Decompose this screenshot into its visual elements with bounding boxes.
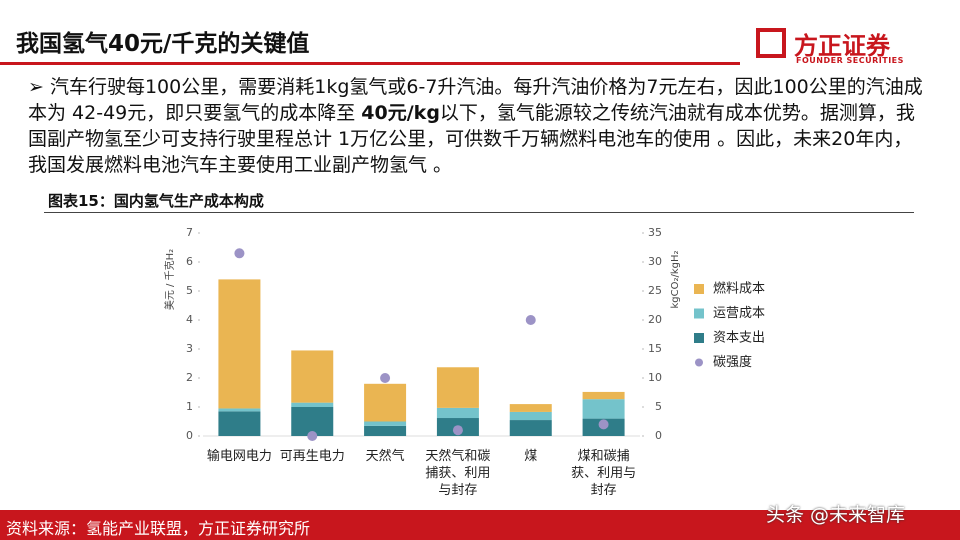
bar-segment xyxy=(509,411,552,421)
watermark: 头条 @未来智库 xyxy=(766,504,906,526)
slide-title: 我国氢气40元/千克的关键值 xyxy=(16,31,310,57)
body-text: ➢ 汽车行驶每100公里，需要消耗1kg氢气或6-7升汽油。每升汽油价格为7元左… xyxy=(28,74,928,178)
bar-segment xyxy=(509,404,552,412)
y2-axis-title: kgCO₂/kgH₂ xyxy=(670,250,681,308)
source-note: 资料来源：氢能产业联盟，方正证券研究所 xyxy=(6,519,311,538)
y2-tick-label: 25 xyxy=(648,284,662,297)
bar-segment xyxy=(582,391,625,400)
y-tick-label: 3 xyxy=(186,342,193,355)
y-tick-label: 0 xyxy=(186,429,193,442)
figure-rule xyxy=(44,212,914,213)
bar-segment xyxy=(218,408,261,412)
figure-label: 图表15：国内氢气生产成本构成 xyxy=(48,192,264,210)
x-tick-label: 天然气和碳捕获、利用与封存 xyxy=(425,449,491,498)
title-rule xyxy=(0,62,740,65)
y-axis-title: 美元 / 千克H₂ xyxy=(163,249,176,310)
carbon-point xyxy=(452,425,463,436)
y-tick-label: 4 xyxy=(186,313,193,326)
carbon-point xyxy=(234,248,245,259)
carbon-point xyxy=(525,315,536,325)
x-tick-label: 天然气 xyxy=(365,449,405,464)
x-tick-label: 可再生电力 xyxy=(279,449,345,464)
x-tick-label: 煤和碳捕获、利用与封存 xyxy=(571,449,637,498)
legend-swatch xyxy=(694,333,704,343)
bar-segment xyxy=(218,411,261,436)
body-bold: 40元/kg xyxy=(361,102,440,124)
legend-label: 资本支出 xyxy=(713,331,765,346)
y2-tick-label: 35 xyxy=(648,226,662,239)
bar-segment xyxy=(291,350,334,403)
logo-text: 方正证券 xyxy=(794,32,890,60)
legend-label: 燃料成本 xyxy=(713,281,765,297)
y-tick-label: 6 xyxy=(186,255,193,268)
x-tick-label: 输电网电力 xyxy=(206,449,272,464)
y2-tick-label: 5 xyxy=(655,400,662,413)
bar-segment xyxy=(364,383,407,422)
y-tick-label: 5 xyxy=(186,284,193,297)
body-run: ➢ 汽车行驶每100公里，需要消耗1kg氢气或6-7升汽油。每升汽油价格为7元左… xyxy=(28,76,923,124)
bar-segment xyxy=(364,421,407,426)
legend-swatch xyxy=(694,308,704,319)
footer-band xyxy=(0,510,960,540)
legend-label: 碳强度 xyxy=(713,354,752,370)
body-run: 以下，氢气能源较之传统汽油就有成本优势。据测算，我国副产物氢至少可支持行驶里程总… xyxy=(28,102,915,176)
logo-mark xyxy=(756,28,786,58)
logo-subtext: FOUNDER SECURITIES xyxy=(796,56,904,65)
bar-segment xyxy=(509,420,552,436)
legend-swatch xyxy=(695,358,703,367)
carbon-point xyxy=(307,431,318,441)
legend-swatch xyxy=(694,284,704,294)
carbon-point xyxy=(380,373,391,383)
bar-segment xyxy=(436,407,479,419)
y-tick-label: 7 xyxy=(186,226,193,239)
y2-tick-label: 0 xyxy=(655,429,662,442)
x-tick-label: 煤 xyxy=(524,449,538,464)
y2-tick-label: 10 xyxy=(648,371,662,384)
bar-segment xyxy=(436,367,479,408)
y2-tick-label: 15 xyxy=(648,342,662,355)
bar-segment xyxy=(582,399,625,419)
bar-segment xyxy=(218,279,261,409)
legend-label: 运营成本 xyxy=(713,306,765,321)
bar-segment xyxy=(291,402,334,407)
y2-tick-label: 20 xyxy=(648,313,662,326)
y-tick-label: 1 xyxy=(186,400,193,413)
bar-segment xyxy=(364,425,407,436)
y-tick-label: 2 xyxy=(186,371,193,384)
carbon-point xyxy=(598,419,609,430)
y2-tick-label: 30 xyxy=(648,255,662,268)
